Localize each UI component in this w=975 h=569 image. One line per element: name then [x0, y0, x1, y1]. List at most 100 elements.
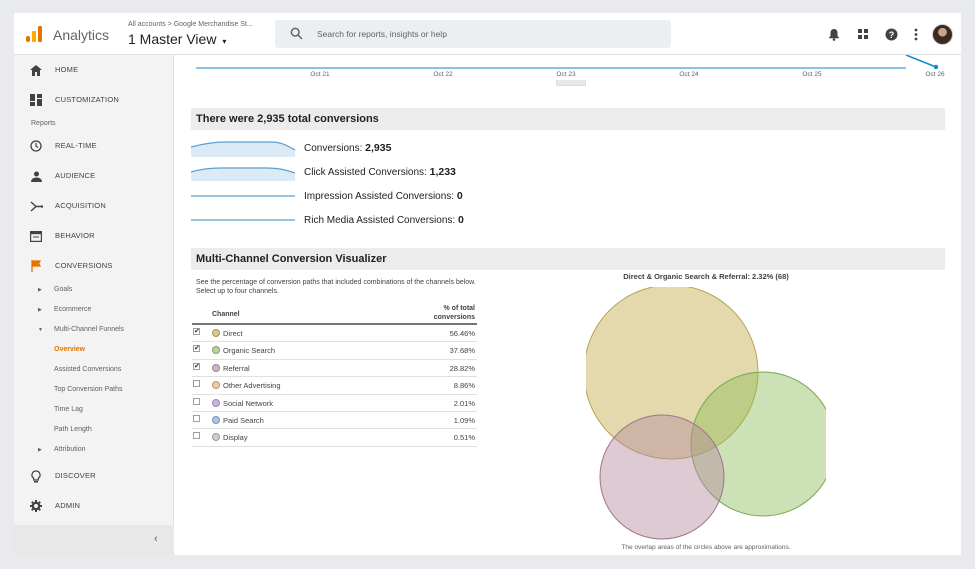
channel-table-header: Channel % of total conversions	[192, 303, 477, 325]
timeline-chart[interactable]: Oct 21 Oct 22 Oct 23 Oct 24 Oct 25 Oct 2…	[190, 55, 946, 86]
click-assisted-sparkline	[191, 167, 296, 181]
channel-name: Organic Search	[223, 346, 276, 356]
channel-checkbox[interactable]	[193, 380, 200, 388]
nav-attribution-label: Attribution	[54, 446, 86, 453]
nav-attribution[interactable]: ▶ Attribution	[14, 443, 174, 457]
channel-column-header: Channel	[212, 311, 240, 318]
app-window: Analytics All accounts > Google Merchand…	[14, 13, 961, 555]
nav-audience-label: AUDIENCE	[55, 171, 96, 180]
nav-top-paths-label: Top Conversion Paths	[54, 386, 123, 393]
nav-admin[interactable]: ADMIN	[14, 495, 174, 517]
account-breadcrumb[interactable]: All accounts > Google Merchandise St...	[128, 21, 253, 28]
channel-color-swatch	[212, 329, 220, 337]
channel-checkbox[interactable]: ✔	[193, 362, 200, 370]
nav-overview[interactable]: Overview	[14, 343, 174, 357]
acquisition-icon	[29, 199, 43, 213]
timeline-tick: Oct 25	[802, 71, 822, 78]
nav-multi-channel-funnels[interactable]: ▼ Multi-Channel Funnels	[14, 323, 174, 337]
nav-overview-label: Overview	[54, 346, 86, 353]
svg-text:?: ?	[888, 30, 894, 40]
search-icon	[290, 27, 303, 40]
venn-note: The overlap areas of the circles above a…	[621, 544, 791, 551]
nav-mcf-label: Multi-Channel Funnels	[54, 326, 125, 333]
nav-audience[interactable]: AUDIENCE	[14, 165, 174, 187]
channel-color-swatch	[212, 433, 220, 442]
nav-goals[interactable]: ▶ Goals	[14, 283, 174, 297]
app-name: Analytics	[53, 27, 110, 43]
nav-acquisition-label: ACQUISITION	[55, 201, 106, 210]
behavior-icon	[29, 229, 43, 243]
search-input[interactable]	[317, 27, 657, 41]
nav-top-conversion-paths[interactable]: Top Conversion Paths	[14, 383, 174, 397]
channel-checkbox[interactable]	[193, 397, 200, 405]
main-content: Oct 21 Oct 22 Oct 23 Oct 24 Oct 25 Oct 2…	[186, 55, 952, 555]
chevron-left-icon: ‹	[154, 533, 158, 545]
collapse-sidebar-button[interactable]: ‹	[14, 525, 174, 555]
timeline-tick: Oct 23	[556, 71, 576, 78]
channel-name: Other Advertising	[223, 381, 281, 391]
help-icon[interactable]: ?	[883, 26, 899, 42]
caret-right-icon: ▶	[38, 447, 42, 453]
venn-circle-referral[interactable]	[599, 414, 725, 540]
nav-home-label: HOME	[55, 65, 79, 74]
lightbulb-icon	[29, 469, 43, 483]
view-name: 1 Master View	[128, 31, 217, 47]
venn-title: Direct & Organic Search & Referral: 2.32…	[623, 272, 789, 281]
channel-name: Paid Search	[223, 415, 264, 425]
conversions-sparkline	[191, 141, 296, 157]
nav-assisted-conversions[interactable]: Assisted Conversions	[14, 363, 174, 377]
apps-grid-icon[interactable]	[855, 26, 871, 42]
channel-row[interactable]: Other Advertising 8.86%	[192, 377, 477, 395]
channel-checkbox[interactable]	[193, 432, 200, 440]
nav-ecommerce-label: Ecommerce	[54, 306, 92, 313]
channel-checkbox[interactable]	[193, 414, 200, 422]
caret-right-icon: ▶	[38, 287, 42, 293]
bell-icon[interactable]	[826, 26, 842, 42]
timeline-tick: Oct 21	[310, 71, 330, 78]
nav-conversions-label: CONVERSIONS	[55, 261, 113, 270]
timeline-drag-handle[interactable]	[556, 80, 586, 86]
dashboard-icon	[29, 93, 43, 107]
pct-column-header: % of total conversions	[433, 305, 475, 321]
click-assisted-label: Click Assisted Conversions:	[304, 167, 427, 178]
view-selector[interactable]: 1 Master View ▾	[128, 31, 226, 47]
clock-icon	[29, 139, 43, 153]
more-vert-icon[interactable]	[908, 26, 924, 42]
search-bar[interactable]	[275, 20, 671, 48]
channel-checkbox[interactable]: ✔	[193, 345, 200, 353]
channel-checkbox[interactable]: ✔	[193, 328, 200, 335]
nav-home[interactable]: HOME	[14, 59, 174, 81]
channel-row[interactable]: ✔ Organic Search 37.68%	[192, 342, 477, 360]
venn-diagram[interactable]	[586, 287, 826, 543]
venn-circle-organic-search[interactable]	[690, 371, 826, 517]
channel-color-swatch	[212, 363, 220, 372]
impression-assisted-label: Impression Assisted Conversions:	[304, 191, 455, 202]
channel-pct: 28.82%	[449, 363, 475, 373]
nav-conversions[interactable]: CONVERSIONS	[14, 255, 174, 277]
channel-row[interactable]: Paid Search 1.09%	[192, 412, 477, 430]
nav-discover[interactable]: DISCOVER	[14, 465, 174, 487]
channel-row[interactable]: Social Network 2.01%	[192, 395, 477, 412]
channel-color-swatch	[212, 381, 220, 390]
channel-row[interactable]: Display 0.51%	[192, 429, 477, 447]
visualizer-description: See the percentage of conversion paths t…	[196, 279, 476, 295]
nav-ecommerce[interactable]: ▶ Ecommerce	[14, 303, 174, 317]
channel-name: Social Network	[223, 398, 274, 408]
nav-goals-label: Goals	[54, 286, 73, 293]
caret-right-icon: ▶	[38, 307, 42, 313]
nav-time-lag[interactable]: Time Lag	[14, 403, 174, 417]
nav-behavior[interactable]: BEHAVIOR	[14, 225, 174, 247]
channel-table: Channel % of total conversions ✔ Direct 56…	[192, 303, 477, 447]
channel-row[interactable]: ✔ Referral 28.82%	[192, 360, 477, 378]
nav-path-length[interactable]: Path Length	[14, 423, 174, 437]
channel-row[interactable]: ✔ Direct 56.46%	[192, 325, 477, 343]
nav-customization[interactable]: CUSTOMIZATION	[14, 89, 174, 111]
channel-color-swatch	[212, 346, 220, 355]
nav-acquisition[interactable]: ACQUISITION	[14, 195, 174, 217]
nav-realtime[interactable]: REAL-TIME	[14, 135, 174, 157]
conversions-row: Conversions: 2,935	[191, 137, 591, 157]
rich-media-value: 0	[457, 214, 464, 226]
gear-icon	[29, 499, 43, 513]
avatar[interactable]	[932, 24, 953, 45]
analytics-logo-icon	[26, 26, 42, 42]
